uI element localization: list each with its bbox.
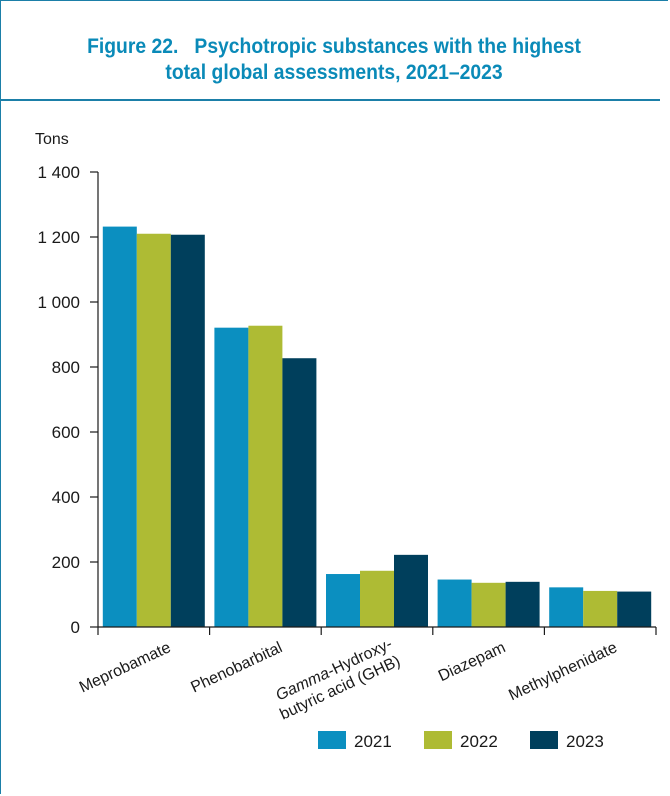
x-category-label: Diazepam [436, 639, 508, 685]
figure-title-line-2: total global assessments, 2021–2023 [165, 61, 503, 84]
legend-swatch-2023 [530, 731, 558, 749]
y-axis: 0 200 400 600 800 1 000 1 200 1 400 [37, 163, 99, 637]
x-category-label: Meprobamate [77, 639, 174, 696]
y-tick-label: 1 400 [37, 163, 80, 182]
bar-2021-0 [102, 226, 137, 627]
legend-swatch-2022 [424, 731, 452, 749]
bar-2022-0 [136, 233, 171, 627]
bar-2022-4 [583, 590, 618, 627]
bar-2021-4 [549, 587, 584, 627]
y-axis-unit-label: Tons [35, 131, 69, 148]
y-tick-label: 200 [52, 553, 80, 572]
bars-group [102, 226, 652, 627]
legend: 2021 2022 2023 [318, 731, 604, 751]
bar-2023-2 [394, 554, 428, 627]
x-category-label-line: Diazepam [436, 639, 508, 685]
figure-title-line-1: Figure 22. Psychotropic substances with … [87, 35, 581, 58]
bar-2022-1 [248, 325, 283, 627]
x-category-label-line: Phenobarbital [188, 639, 285, 696]
x-category-label: Gamma-Hydroxy-butyric acid (GHB) [269, 636, 403, 724]
legend-label-2021: 2021 [354, 732, 392, 751]
bar-2023-1 [282, 358, 317, 627]
x-category-label-line: Methylphenidate [506, 639, 620, 704]
bar-2023-0 [170, 234, 205, 627]
y-tick-label: 600 [52, 423, 80, 442]
x-axis: Meprobamate PhenobarbitalGamma-Hydroxy-bu… [77, 626, 657, 724]
title-divider [0, 99, 660, 101]
y-tick-label: 400 [52, 488, 80, 507]
y-tick-label: 0 [71, 618, 80, 637]
legend-label-2023: 2023 [566, 732, 604, 751]
bar-2021-3 [437, 579, 472, 627]
bar-2022-2 [360, 570, 394, 627]
bar-2022-3 [471, 582, 506, 627]
x-category-label: Methylphenidate [506, 639, 620, 704]
y-tick-label: 1 000 [37, 293, 80, 312]
figure-title: Figure 22. Psychotropic substances with … [27, 34, 642, 86]
bar-2023-4 [617, 591, 652, 627]
bar-2021-2 [326, 574, 360, 627]
legend-label-2022: 2022 [460, 732, 498, 751]
legend-swatch-2021 [318, 731, 346, 749]
bar-2023-3 [505, 581, 540, 627]
y-tick-label: 1 200 [37, 228, 80, 247]
x-category-label: Phenobarbital [188, 639, 285, 696]
x-category-label-line: Meprobamate [77, 639, 174, 696]
y-tick-label: 800 [52, 358, 80, 377]
bar-2021-1 [214, 327, 249, 627]
